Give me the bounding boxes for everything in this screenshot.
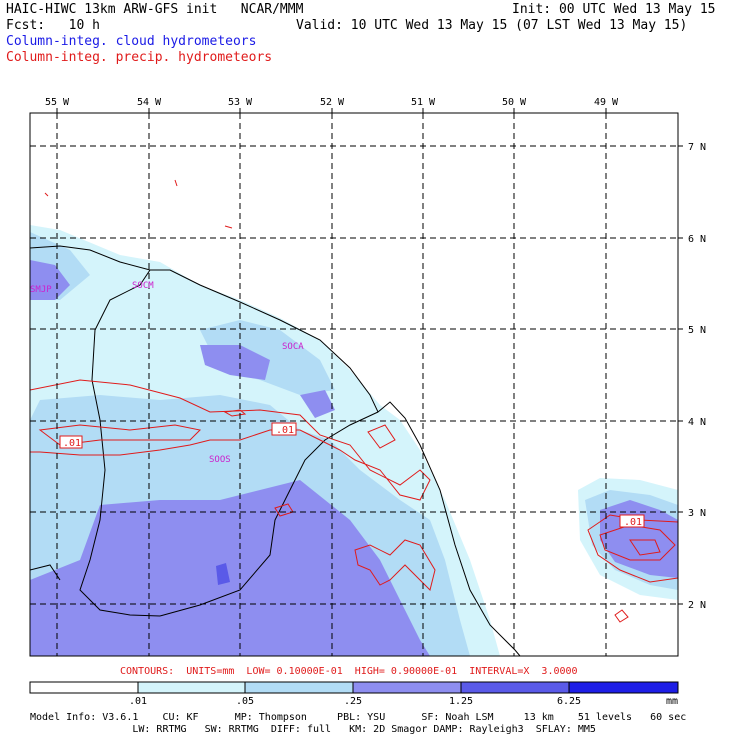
colorbar-tick-label: .01 <box>129 696 148 707</box>
plot-title: HAIC-HIWC 13km ARW-GFS init NCAR/MMM <box>6 2 304 17</box>
contour-label: .01 <box>624 517 642 528</box>
lon-label: 50 W <box>502 97 527 108</box>
lat-label: 6 N <box>688 234 706 245</box>
lat-label: 5 N <box>688 325 706 336</box>
colorbar-tick-label: .05 <box>236 696 255 707</box>
precip-contour <box>224 225 233 229</box>
colorbar-segment <box>568 681 679 694</box>
colorbar-segment <box>29 681 139 694</box>
field-cloud-label: Column-integ. cloud hydrometeors <box>6 34 257 49</box>
cloud-shading <box>30 225 678 656</box>
precip-contour <box>30 379 431 501</box>
station-label: SMJP <box>30 285 52 295</box>
cloud-region-purple-4 <box>300 390 335 418</box>
precip-contour <box>354 539 436 591</box>
lat-label: 2 N <box>688 600 706 611</box>
cloud-region-dark <box>216 563 230 585</box>
precip-contour <box>614 609 629 623</box>
colorbar-tick-label: 1.25 <box>449 696 474 707</box>
graticule <box>30 113 678 656</box>
contour-label-box <box>271 422 297 436</box>
contours-info: CONTOURS: UNITS=mm LOW= 0.10000E-01 HIGH… <box>120 666 578 677</box>
coastline <box>30 245 521 656</box>
colorbar-segment <box>137 681 246 694</box>
lat-label: 7 N <box>688 142 706 153</box>
contour-label-box <box>619 514 645 528</box>
map-frame <box>29 112 679 657</box>
colorbar-tick-label: .25 <box>344 696 363 707</box>
border-fguiana-brazil <box>159 411 379 617</box>
forecast-hour: Fcst: 10 h <box>6 18 100 33</box>
colorbar-units: mm <box>666 696 679 707</box>
cloud-region-purple-3 <box>30 260 70 300</box>
model-info-line2: LW: RRTMG SW: RRTMG DIFF: full KM: 2D Sm… <box>30 724 596 735</box>
colorbar-segment <box>244 681 354 694</box>
contour-label: .01 <box>276 425 294 436</box>
frame-ticks <box>56 108 683 605</box>
cloud-region-medium-3 <box>200 320 335 395</box>
contour-label: .01 <box>63 438 81 449</box>
station-label: SOCA <box>282 342 304 352</box>
valid-time: Valid: 10 UTC Wed 13 May 15 (07 LST Wed … <box>296 18 688 33</box>
border-suriname-fguiana <box>79 269 161 617</box>
contour-labels: .01 .01 .01 <box>59 422 645 528</box>
init-time: Init: 00 UTC Wed 13 May 15 <box>512 2 716 17</box>
lon-label: 53 W <box>228 97 253 108</box>
lon-label: 54 W <box>137 97 162 108</box>
colorbar-segment <box>352 681 462 694</box>
contour-label-box <box>59 435 83 449</box>
station-label: SOCM <box>132 281 154 291</box>
cloud-region-purple-2 <box>200 345 270 380</box>
precip-contour <box>223 409 247 417</box>
precip-contour <box>367 424 396 449</box>
lat-label: 4 N <box>688 417 706 428</box>
station-label: SOOS <box>209 455 231 465</box>
field-precip-label: Column-integ. precip. hydrometeors <box>6 50 273 65</box>
lon-label: 52 W <box>320 97 345 108</box>
colorbar-segment <box>460 681 570 694</box>
lon-label: 55 W <box>45 97 70 108</box>
model-info-line1: Model Info: V3.6.1 CU: KF MP: Thompson P… <box>30 712 687 723</box>
precip-contour <box>44 192 49 197</box>
colorbar-tick-label: 6.25 <box>557 696 582 707</box>
lon-label: 49 W <box>594 97 619 108</box>
cloud-region-purple <box>30 480 430 656</box>
lon-label: 51 W <box>411 97 436 108</box>
precip-contour <box>629 539 661 556</box>
lat-label: 3 N <box>688 508 706 519</box>
precip-contour <box>174 179 178 187</box>
coastlines <box>30 245 521 656</box>
colorbar <box>29 681 679 694</box>
